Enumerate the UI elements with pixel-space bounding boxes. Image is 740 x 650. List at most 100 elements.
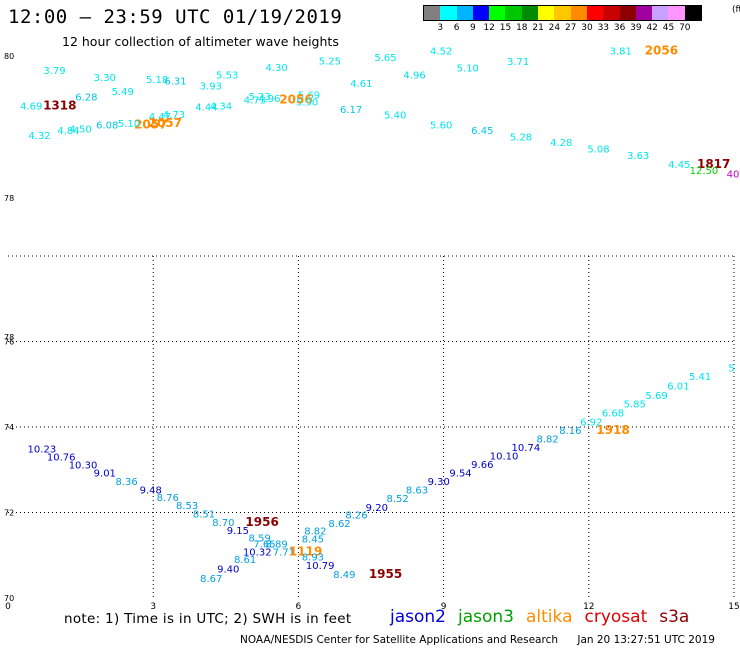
- colorbar-swatch: [603, 6, 620, 20]
- x-tick-label: 15: [728, 602, 739, 612]
- lower-data-label: 8.52: [386, 494, 408, 505]
- x-tick-label: 3: [150, 602, 156, 612]
- upper-data-label: 2057: [134, 117, 167, 131]
- y-tick-label: 70: [4, 594, 14, 603]
- upper-data-label: 4.44: [195, 103, 217, 114]
- upper-data-label: 4.30: [265, 63, 287, 74]
- x-tick-label: 0: [5, 602, 11, 612]
- upper-data-label: 5.10: [118, 119, 140, 130]
- colorbar-label: 15: [499, 23, 512, 33]
- colorbar-swatch: [586, 6, 604, 20]
- x-tick-label: 6: [296, 602, 302, 612]
- upper-data-label: 5.25: [319, 57, 341, 68]
- legend-cryosat: cryosat: [584, 607, 648, 627]
- colorbar-swatch: [521, 6, 539, 20]
- lower-data-label: 10.23: [28, 445, 57, 456]
- colorbar-swatch: [424, 6, 441, 20]
- lower-data-label: 6.68: [602, 409, 624, 420]
- upper-data-label: 4.52: [430, 47, 452, 58]
- lower-data-label: 1955: [369, 567, 402, 581]
- colorbar-label: 70: [679, 23, 691, 33]
- upper-data-label: 5.49: [112, 87, 134, 98]
- colorbar-label: 33: [597, 23, 610, 33]
- upper-data-label: 6.17: [340, 105, 362, 116]
- colorbar-swatches: [423, 5, 703, 21]
- lower-data-label: 10.32: [243, 547, 272, 558]
- upper-data-label: 12.50: [690, 166, 719, 177]
- upper-data-label: 5.69: [298, 91, 320, 102]
- upper-data-label: 5.18: [146, 75, 168, 86]
- upper-data-label: 6.31: [164, 76, 186, 87]
- lower-data-label: 8.45: [302, 534, 324, 545]
- lower-data-label: 1918: [596, 423, 629, 437]
- upper-data-label: 6.28: [75, 93, 97, 104]
- upper-data-label: 6.45: [471, 126, 493, 137]
- lower-data-label: 7.71: [273, 548, 295, 559]
- upper-data-label: 4.32: [28, 131, 50, 142]
- colorbar-label: 9: [470, 23, 476, 33]
- lower-data-label: 1119: [289, 545, 322, 559]
- lower-data-label: 9.48: [140, 485, 162, 496]
- lower-data-label: 8.36: [115, 477, 137, 488]
- colorbar-label: 30: [581, 23, 593, 33]
- lower-data-label: 8.70: [212, 518, 234, 529]
- upper-data-label: 3.79: [43, 66, 65, 77]
- chart-title: 12:00 – 23:59 UTC 01/19/2019: [8, 6, 343, 28]
- lower-data-label: 5.69: [645, 391, 667, 402]
- colorbar-swatch: [538, 6, 555, 20]
- legend-jason2: jason2: [390, 607, 446, 627]
- upper-data-label: 5.08: [587, 145, 609, 156]
- upper-data-label: 4.69: [20, 101, 42, 112]
- lower-data-label: 10.10: [490, 451, 519, 462]
- colorbar-swatch: [619, 6, 636, 20]
- colorbar-swatch: [684, 6, 702, 20]
- upper-data-label: 2056: [279, 93, 312, 107]
- lower-data-label: 8.59: [249, 534, 271, 545]
- upper-data-label: 40: [727, 169, 740, 180]
- colorbar-label: 21: [532, 23, 544, 33]
- legend-jason3: jason3: [458, 607, 514, 627]
- upper-data-label: 4.34: [210, 101, 232, 112]
- colorbar-swatch: [505, 6, 522, 20]
- lower-data-label: 5.85: [624, 399, 646, 410]
- upper-data-label: 4.96: [258, 94, 280, 105]
- colorbar-swatch: [570, 6, 587, 20]
- lower-data-label: 8.16: [559, 426, 581, 437]
- lower-data-label: 8.51: [193, 510, 215, 521]
- colorbar-label: 24: [548, 23, 561, 33]
- lower-data-label: 8.67: [200, 574, 222, 585]
- lower-data-label: 10.74: [512, 443, 541, 454]
- upper-data-label: 5.53: [216, 71, 238, 82]
- lower-data-label: 10.30: [69, 460, 98, 471]
- upper-data-label: 5.28: [510, 132, 532, 143]
- colorbar-swatch: [668, 6, 685, 20]
- colorbar-label: 18: [516, 23, 528, 33]
- chart-note: note: 1) Time is in UTC; 2) SWH is in fe…: [64, 611, 352, 627]
- lower-data-label: 9.01: [94, 469, 116, 480]
- upper-data-label: 2057: [149, 116, 182, 130]
- upper-data-label: 1318: [43, 98, 76, 112]
- lower-data-label: 8.89: [265, 540, 287, 551]
- lower-data-label: 9.15: [227, 526, 249, 537]
- upper-data-label: 5.40: [384, 110, 406, 121]
- lower-data-label: 8.62: [328, 519, 350, 530]
- chart-subtitle: 12 hour collection of altimeter wave hei…: [62, 34, 339, 49]
- lower-data-label: 8.63: [406, 486, 428, 497]
- satellite-legend: jason2 jason3 altika cryosat s3a: [390, 607, 701, 627]
- colorbar-label: 3: [437, 23, 444, 33]
- upper-data-label: 3.81: [610, 47, 632, 58]
- colorbar-swatch: [635, 6, 653, 20]
- upper-data-label: 3.63: [627, 151, 649, 162]
- colorbar-swatch: [440, 6, 457, 20]
- lower-data-label: 8.82: [304, 527, 326, 538]
- lower-data-label: 6.92: [580, 417, 602, 428]
- upper-data-label: 4.96: [403, 71, 425, 82]
- colorbar-swatch: [456, 6, 473, 20]
- upper-data-label: 2056: [645, 44, 678, 58]
- upper-data-label: 4.28: [550, 138, 572, 149]
- colorbar-swatch: [652, 6, 669, 20]
- lower-data-label: 9.20: [366, 503, 388, 514]
- upper-data-label: 4.84: [57, 126, 79, 137]
